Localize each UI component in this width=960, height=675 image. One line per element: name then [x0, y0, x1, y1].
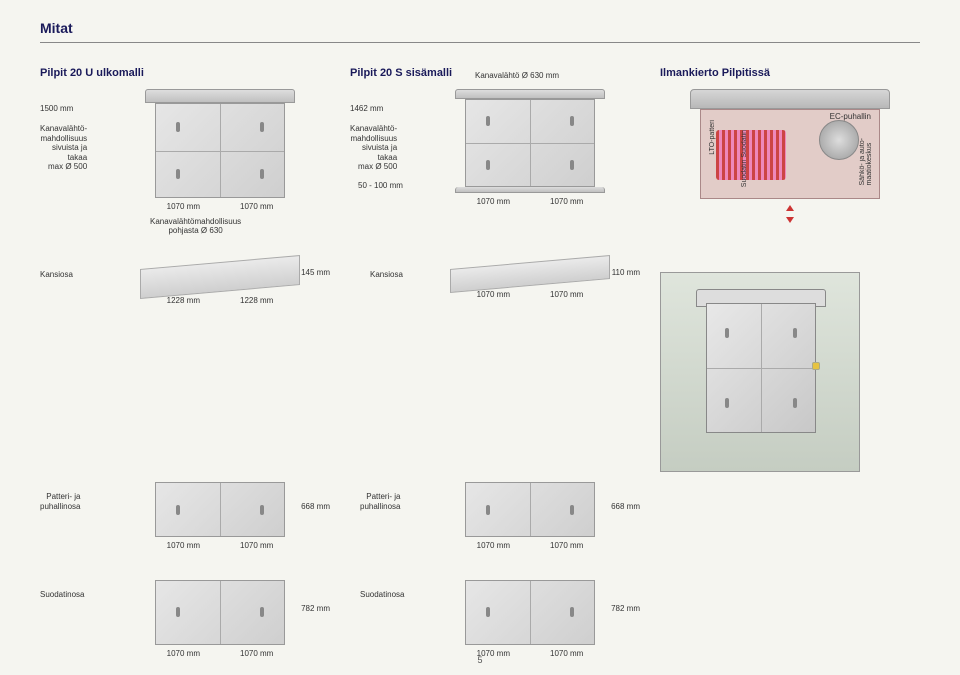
- fanh-1: 668 mm: [301, 502, 330, 511]
- cell-fan-2: Patteri- ja puhallinosa 668 mm 1070 mm 1…: [350, 482, 640, 562]
- cell-cutaway: LTO-patteri EC-puhallin Suodatin Suodati…: [660, 89, 920, 234]
- height-2: 1462 mm: [350, 104, 383, 114]
- roof-2: [455, 89, 605, 99]
- header-col3: Ilmankierto Pilpitissä: [660, 67, 920, 79]
- base-2: [455, 187, 605, 193]
- bottomnote-1: Kanavalähtömahdollisuus pohjasta Ø 630: [150, 217, 241, 235]
- cell-main-2: Kanavalähtö Ø 630 mm 1462 mm Kanavalähtö…: [350, 89, 640, 234]
- fan-br-1: 1070 mm: [240, 541, 273, 550]
- cell-lid-1: Kansiosa 145 mm 1228 mm 1228 mm: [40, 262, 330, 317]
- lbl-lid-r2: 1070 mm: [550, 290, 583, 299]
- lidlabel-1: Kansiosa: [40, 270, 73, 280]
- lbl-lto: LTO-patteri: [709, 120, 716, 155]
- fanlabel-1: Patteri- ja puhallinosa: [40, 492, 80, 511]
- cell-main-1: 1500 mm Kanavalähtö- mahdollisuus sivuis…: [40, 89, 330, 234]
- sidenote-2: Kanavalähtö- mahdollisuus sivuista ja ta…: [350, 124, 397, 172]
- lidh-2: 110 mm: [612, 268, 640, 277]
- lbl-lid-r1: 1228 mm: [240, 296, 273, 305]
- header-col1: Pilpit 20 U ulkomalli: [40, 67, 330, 79]
- fan-br-2: 1070 mm: [550, 541, 583, 550]
- row-fan: Patteri- ja puhallinosa 668 mm 1070 mm 1…: [40, 482, 920, 562]
- lid-1: [140, 255, 300, 299]
- cutaway-diagram: LTO-patteri EC-puhallin Suodatin Suodati…: [690, 89, 890, 209]
- photo-unit: [660, 272, 860, 472]
- br-2: 1070 mm: [550, 197, 583, 206]
- filterh-2: 782 mm: [611, 604, 640, 613]
- row-lid: Kansiosa 145 mm 1228 mm 1228 mm Kansiosa…: [40, 262, 920, 472]
- page: Mitat Pilpit 20 U ulkomalli Pilpit 20 S …: [0, 0, 960, 675]
- unit-2: [465, 99, 595, 187]
- page-number: 5: [0, 655, 960, 665]
- sidenote-1: Kanavalähtö- mahdollisuus sivuista ja ta…: [40, 124, 87, 172]
- lidh-1: 145 mm: [301, 268, 330, 277]
- filterlabel-1: Suodatinosa: [40, 590, 84, 600]
- lbl-lid-l2: 1070 mm: [477, 290, 510, 299]
- fan-bl-2: 1070 mm: [477, 541, 510, 550]
- filterh-1: 782 mm: [301, 604, 330, 613]
- bl-1: 1070 mm: [167, 202, 200, 211]
- fanbox-1: [155, 482, 285, 537]
- lbl-ec: EC-puhallin: [830, 112, 871, 121]
- toplabel-2: Kanavalähtö Ø 630 mm: [475, 71, 559, 80]
- height-1: 1500 mm: [40, 104, 73, 114]
- roof-1: [145, 89, 295, 103]
- cell-fan-1: Patteri- ja puhallinosa 668 mm 1070 mm 1…: [40, 482, 330, 562]
- filterlabel-2: Suodatinosa: [360, 590, 404, 600]
- rule-line: [40, 42, 920, 43]
- bl-2: 1070 mm: [477, 197, 510, 206]
- fanlabel-2: Patteri- ja puhallinosa: [360, 492, 400, 511]
- lid-2: [450, 255, 610, 293]
- lidlabel-2: Kansiosa: [370, 270, 403, 280]
- cell-lid-2: Kansiosa 110 mm 1070 mm 1070 mm: [350, 262, 640, 317]
- lbl-electr: Sähkö- ja auto- maatiokeskus: [859, 138, 873, 185]
- row-main: 1500 mm Kanavalähtö- mahdollisuus sivuis…: [40, 89, 920, 234]
- lbl-sfilter: Suodatin Suodatin: [741, 130, 748, 187]
- lbl-lid-l1: 1228 mm: [167, 296, 200, 305]
- fan-bl-1: 1070 mm: [167, 541, 200, 550]
- br-1: 1070 mm: [240, 202, 273, 211]
- unit-1: [155, 103, 285, 198]
- filterbox-2: [465, 580, 595, 645]
- cell-photo: [660, 262, 920, 472]
- fanbox-2: [465, 482, 595, 537]
- filterbox-1: [155, 580, 285, 645]
- extra-2: 50 - 100 mm: [358, 181, 403, 190]
- page-title: Mitat: [40, 20, 920, 36]
- fanh-2: 668 mm: [611, 502, 640, 511]
